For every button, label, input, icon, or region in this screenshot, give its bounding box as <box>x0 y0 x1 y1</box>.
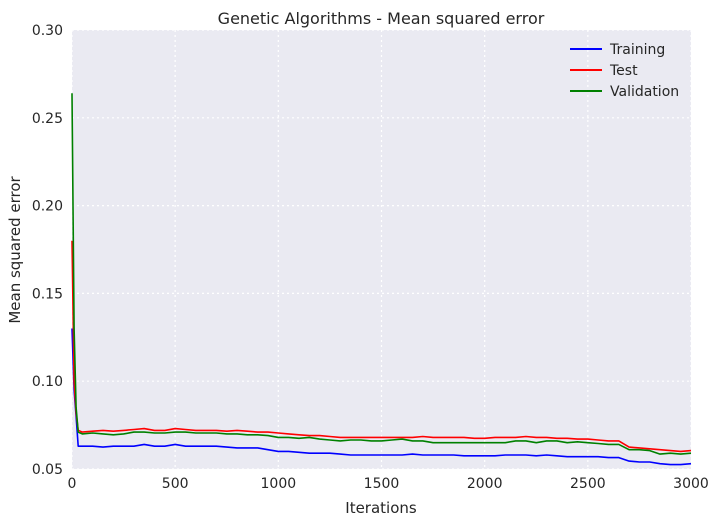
y-tick-label: 0.10 <box>32 374 63 390</box>
x-tick-label: 0 <box>68 476 77 492</box>
y-tick-label: 0.30 <box>32 23 63 39</box>
x-tick-label: 2500 <box>570 476 606 492</box>
y-tick-label: 0.05 <box>32 462 63 478</box>
legend-label-validation: Validation <box>610 84 679 100</box>
series-line-training <box>71 328 692 466</box>
x-tick-label: 3000 <box>673 476 709 492</box>
x-axis-label: Iterations <box>345 499 417 517</box>
legend-label-training: Training <box>609 42 665 58</box>
series-line-validation <box>71 93 692 455</box>
x-tick-label: 1500 <box>364 476 400 492</box>
x-tick-label: 2000 <box>467 476 503 492</box>
series-line-test <box>71 240 692 453</box>
y-tick-label: 0.15 <box>32 286 63 302</box>
y-tick-label: 0.25 <box>32 111 63 127</box>
y-axis-label: Mean squared error <box>6 175 24 323</box>
legend-label-test: Test <box>609 63 638 79</box>
series-layer <box>71 93 692 466</box>
x-tick-label: 1000 <box>261 476 297 492</box>
y-axis-ticks: 0.05 0.10 0.15 0.20 0.25 0.30 <box>32 23 63 478</box>
grid <box>71 29 692 470</box>
x-tick-label: 500 <box>162 476 189 492</box>
x-axis-ticks: 0 500 1000 1500 2000 2500 3000 <box>68 476 709 492</box>
y-tick-label: 0.20 <box>32 199 63 215</box>
legend: Training Test Validation <box>570 42 679 100</box>
chart-title: Genetic Algorithms - Mean squared error <box>218 9 545 28</box>
